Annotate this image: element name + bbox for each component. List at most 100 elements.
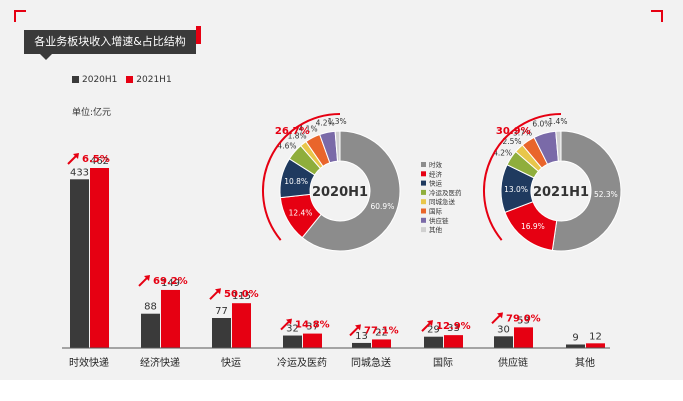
bar-2020h1 [494, 336, 513, 348]
category-label: 供应链 [498, 356, 528, 369]
bar-value-2021h1: 12 [589, 331, 602, 342]
growth-rate-label: 6.5% [82, 154, 110, 165]
donut-legend-swatch [421, 217, 426, 223]
donut-legend-swatch [421, 162, 426, 167]
donut-center-label: 2020H1 [312, 185, 368, 200]
bar-2020h1 [212, 318, 231, 348]
bar-2020h1 [70, 179, 89, 348]
growth-arrowhead-icon [497, 312, 503, 319]
slice-value-label: 4.2% [316, 119, 335, 128]
bar-value-2021h1: 149 [161, 278, 180, 289]
bar-2020h1 [283, 335, 302, 348]
category-label: 同城急送 [351, 356, 391, 369]
bar-value-2020h1: 13 [355, 331, 368, 342]
unit-label: 单位:亿元 [72, 108, 112, 118]
bar-2021h1 [161, 289, 180, 348]
slice-value-label: 52.3% [594, 190, 618, 199]
slice-value-label: 4.1% [299, 125, 318, 134]
legend-swatch-2020h1 [72, 76, 79, 83]
slice-value-label: 4.2% [493, 148, 512, 157]
bar-value-2021h1: 22 [375, 327, 388, 338]
donut-hole [311, 162, 369, 220]
growth-rate-label: 69.2% [153, 276, 188, 287]
growth-rate-label: 12.9% [436, 321, 471, 332]
donut-hole [532, 162, 590, 220]
category-label: 冷运及医药 [277, 356, 327, 369]
donut-legend-swatch [421, 208, 426, 214]
highlight-arc [262, 113, 341, 241]
growth-arrowhead-icon [427, 320, 433, 327]
slice-value-label: 10.8% [284, 177, 308, 186]
donut-center-label: 2021H1 [533, 185, 589, 200]
bottom-band [0, 380, 683, 401]
growth-arrowhead-icon [73, 153, 79, 159]
bar-value-2021h1: 53 [517, 315, 530, 326]
bar-2021h1 [514, 327, 533, 348]
arc-share-label: 30.9% [496, 126, 531, 137]
donut-legend-label: 其他 [429, 225, 443, 234]
donut-slice [555, 130, 562, 162]
bar-2021h1 [586, 343, 605, 348]
slice-value-label: 12.4% [289, 209, 313, 218]
donut-legend-swatch [421, 199, 426, 205]
bar-value-2021h1: 115 [232, 291, 251, 302]
donut-legend-label: 经济 [429, 169, 443, 178]
bar-value-2020h1: 30 [497, 324, 510, 335]
bar-value-2020h1: 9 [572, 332, 578, 343]
corner-mark-top-left [14, 10, 26, 22]
bar-value-2020h1: 29 [427, 325, 440, 336]
growth-rate-label: 77.1% [364, 325, 399, 336]
donut-legend-swatch [421, 180, 426, 186]
slice-value-label: 3.7% [513, 128, 532, 137]
growth-rate-label: 50.0% [224, 289, 259, 300]
bar-value-2020h1: 433 [70, 167, 89, 178]
title-accent-bar [196, 26, 201, 44]
growth-arrowhead-icon [215, 288, 221, 295]
donut-legend-swatch [421, 171, 426, 177]
growth-rate-label: 79.0% [506, 313, 541, 324]
bar-2021h1 [232, 303, 251, 348]
slice-value-label: 6.0% [532, 120, 551, 129]
category-label: 快运 [221, 357, 241, 369]
growth-arrowhead-icon [355, 324, 361, 331]
donut-legend-label: 国际 [429, 207, 443, 216]
donut-slice [334, 130, 341, 162]
donut-legend-label: 冷运及医药 [429, 188, 462, 197]
highlight-arc [483, 113, 562, 241]
growth-arrowhead-icon [144, 274, 150, 281]
bar-2020h1 [424, 336, 443, 348]
bar-2021h1 [303, 333, 322, 348]
bar-value-2021h1: 37 [306, 322, 319, 333]
bar-2021h1 [444, 335, 463, 348]
slice-value-label: 4.6% [277, 141, 296, 150]
bar-value-2021h1: 462 [90, 156, 109, 167]
bar-legend: 2020H1 2021H1 [72, 75, 172, 85]
donut-legend-label: 供应链 [429, 216, 449, 225]
bar-value-2020h1: 88 [144, 302, 157, 313]
donut-legend-swatch [421, 227, 426, 233]
bar-2020h1 [141, 313, 160, 348]
bar-value-2021h1: 33 [447, 323, 460, 334]
growth-arrowhead-icon [286, 318, 292, 325]
donut-legend-label: 同城急送 [429, 197, 456, 206]
bar-2021h1 [372, 339, 391, 348]
bar-2020h1 [566, 344, 585, 348]
slice-value-label: 2.5% [502, 137, 521, 146]
slice-value-label: 1.8% [288, 132, 307, 141]
bar-2020h1 [352, 342, 371, 348]
bar-2021h1 [90, 168, 109, 348]
slice-value-label: 1.3% [328, 117, 347, 126]
bar-value-2020h1: 32 [286, 324, 299, 335]
slice-value-label: 60.9% [371, 202, 395, 211]
legend-swatch-2021h1 [126, 76, 134, 83]
donut-slice [551, 130, 622, 252]
slice-value-label: 16.9% [521, 222, 545, 231]
legend-label-2020h1: 2020H1 [82, 75, 118, 85]
arc-share-label: 26.7% [275, 126, 310, 137]
donut-legend-label: 时效 [429, 160, 443, 169]
donut-legend-swatch [421, 189, 426, 195]
donut-slice [301, 130, 401, 252]
legend-label-2021h1: 2021H1 [136, 75, 172, 85]
